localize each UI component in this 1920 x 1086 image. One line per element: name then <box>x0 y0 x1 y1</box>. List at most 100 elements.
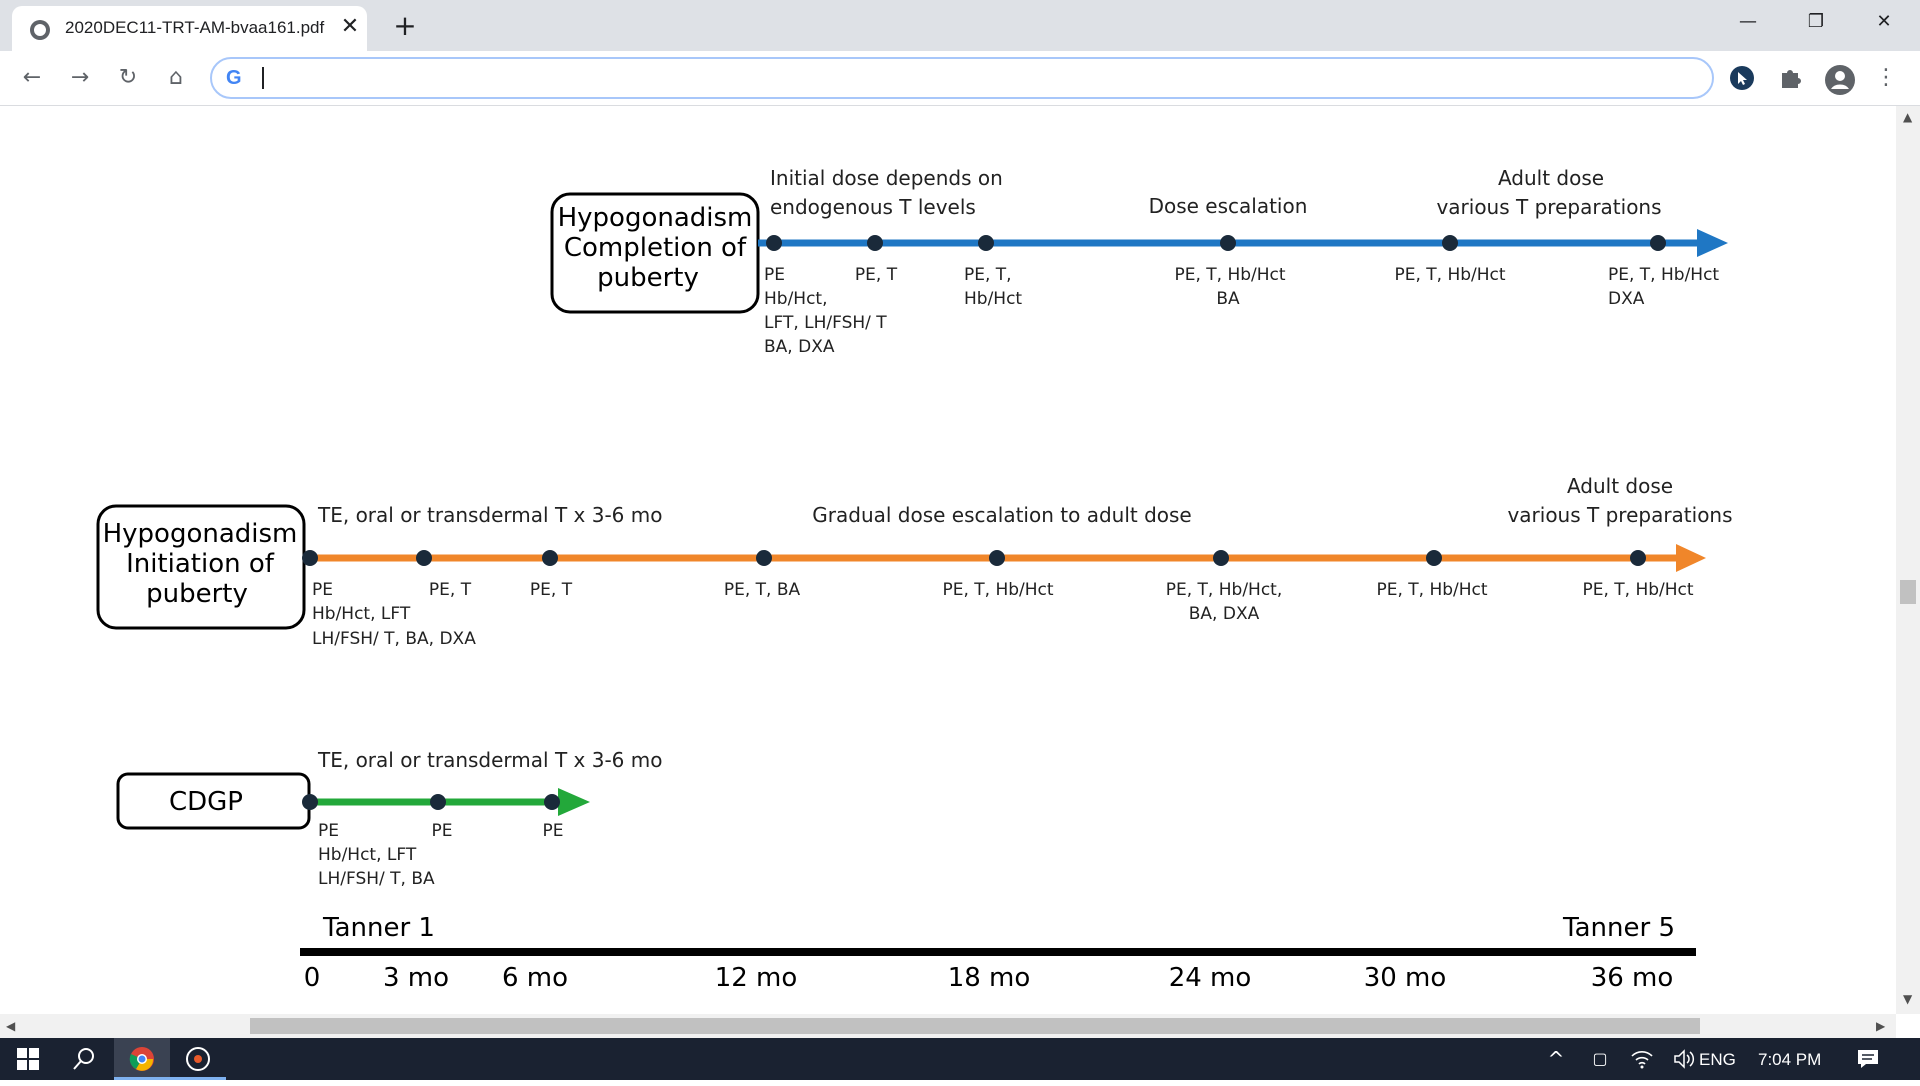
row-label-box <box>96 504 306 630</box>
visit-dot <box>1630 550 1646 566</box>
visit-dot <box>978 235 994 251</box>
row-label-box <box>550 192 760 314</box>
visit-label: LFT, LH/FSH/ T <box>764 313 887 333</box>
google-icon: G <box>226 67 242 89</box>
visit-label: Hb/Hct <box>964 289 1022 309</box>
visit-label: BA, DXA <box>764 337 835 357</box>
visit-dot <box>544 794 560 810</box>
input-language-label[interactable]: ENG <box>1699 1050 1736 1069</box>
phase-label: various T preparations <box>1436 195 1661 219</box>
visit-label: PE, T, Hb/Hct <box>942 580 1053 600</box>
time-tick-label: 36 mo <box>1591 963 1674 993</box>
extension-cursor-icon[interactable] <box>1728 64 1756 92</box>
scroll-right-icon[interactable]: ▶ <box>1876 1019 1886 1033</box>
row-label-line: Hypogonadism <box>558 203 753 233</box>
search-icon[interactable] <box>56 1038 112 1080</box>
row-label-line: puberty <box>597 263 699 293</box>
profile-avatar-icon[interactable] <box>1824 64 1855 95</box>
time-tick-label: 0 <box>304 963 321 993</box>
visit-dot <box>989 550 1005 566</box>
scroll-left-icon[interactable]: ◀ <box>6 1019 16 1033</box>
horizontal-scroll-thumb[interactable] <box>250 1018 1700 1034</box>
vertical-scrollbar[interactable]: ▲ ▼ <box>1896 106 1920 1014</box>
globe-icon <box>30 20 50 40</box>
text-cursor <box>262 67 264 89</box>
new-tab-button[interactable]: + <box>393 9 417 42</box>
visit-label: PE, T, Hb/Hct <box>1608 265 1719 285</box>
browser-tab[interactable]: 2020DEC11-TRT-AM-bvaa161.pdf ✕ <box>12 6 367 51</box>
close-window-button[interactable]: ✕ <box>1876 11 1892 32</box>
address-bar[interactable]: G <box>210 57 1714 99</box>
phase-label: Initial dose depends on <box>770 166 1003 190</box>
timeline-arrowhead <box>558 788 590 816</box>
phase-label: endogenous T levels <box>770 195 976 219</box>
minimize-button[interactable]: — <box>1739 11 1757 32</box>
phase-label: TE, oral or transdermal T x 3-6 mo <box>317 503 662 527</box>
time-tick-label: 30 mo <box>1364 963 1447 993</box>
browser-toolbar: ← → ↻ ⌂ G ⋮ <box>0 51 1920 106</box>
visit-label: Hb/Hct, LFT <box>312 604 411 624</box>
row-label-line: Completion of <box>564 233 747 263</box>
scroll-up-icon[interactable]: ▲ <box>1903 110 1913 124</box>
visit-dot <box>1213 550 1229 566</box>
chevron-up-icon[interactable]: ^ <box>1547 1047 1565 1071</box>
visit-dot <box>430 794 446 810</box>
visit-label: PE, T, Hb/Hct <box>1174 265 1285 285</box>
visit-label: PE, T, BA <box>724 580 801 600</box>
row-label-line: CDGP <box>169 787 243 817</box>
meet-now-icon[interactable]: ▢ <box>1592 1049 1608 1068</box>
visit-label: PE, T, Hb/Hct <box>1394 265 1505 285</box>
time-axis: Tanner 1 Tanner 5 0 3 mo 6 mo 12 mo 18 m… <box>300 913 1696 993</box>
notifications-icon[interactable] <box>1840 1038 1896 1080</box>
visit-label: Hb/Hct, <box>764 289 828 309</box>
horizontal-scrollbar[interactable]: ◀ ▶ <box>0 1014 1896 1038</box>
extensions-puzzle-icon[interactable] <box>1776 64 1804 92</box>
visit-dot <box>416 550 432 566</box>
phase-label: various T preparations <box>1507 503 1732 527</box>
time-tick-label: 24 mo <box>1169 963 1252 993</box>
home-button[interactable]: ⌂ <box>169 65 183 90</box>
time-tick-label: 12 mo <box>715 963 798 993</box>
close-tab-icon[interactable]: ✕ <box>340 14 360 39</box>
visit-dot <box>542 550 558 566</box>
visit-label: PE, T <box>855 265 898 285</box>
windows-start-icon[interactable] <box>0 1038 56 1080</box>
windows-taskbar: ^ ▢ ENG 7:04 PM <box>0 1038 1920 1080</box>
row-label-line: puberty <box>146 579 248 609</box>
chrome-taskbar-icon[interactable] <box>114 1038 170 1080</box>
visit-label: PE, T, <box>964 265 1012 285</box>
visit-label: PE, T, Hb/Hct <box>1582 580 1693 600</box>
visit-dot <box>1442 235 1458 251</box>
forward-button[interactable]: → <box>70 65 90 90</box>
timeline-row-initiation: Hypogonadism Initiation of puberty TE, o… <box>96 474 1733 649</box>
browser-menu-icon[interactable]: ⋮ <box>1875 65 1897 90</box>
media-app-taskbar-icon[interactable] <box>170 1038 226 1080</box>
visit-label: BA <box>1216 289 1240 309</box>
visit-label: LH/FSH/ T, BA, DXA <box>312 629 476 649</box>
visit-label: PE, T, Hb/Hct <box>1376 580 1487 600</box>
time-tick-label: 18 mo <box>948 963 1031 993</box>
visit-label: PE <box>312 580 333 600</box>
reload-button[interactable]: ↻ <box>118 65 138 90</box>
visit-label: PE <box>318 821 339 841</box>
volume-icon[interactable] <box>1664 1038 1704 1080</box>
wifi-icon[interactable] <box>1622 1038 1662 1080</box>
time-tick-label: 6 mo <box>502 963 568 993</box>
vertical-scroll-thumb[interactable] <box>1900 580 1916 604</box>
phase-label: TE, oral or transdermal T x 3-6 mo <box>317 748 662 772</box>
tab-title: 2020DEC11-TRT-AM-bvaa161.pdf <box>65 18 325 37</box>
scroll-down-icon[interactable]: ▼ <box>1903 992 1913 1006</box>
visit-dot <box>867 235 883 251</box>
time-tick-label: 3 mo <box>383 963 449 993</box>
restore-button[interactable]: ❐ <box>1807 11 1825 32</box>
visit-label: PE <box>764 265 785 285</box>
visit-label: LH/FSH/ T, BA <box>318 869 435 889</box>
tanner-start-label: Tanner 1 <box>322 913 435 943</box>
tanner-end-label: Tanner 5 <box>1562 913 1675 943</box>
timeline-arrowhead <box>1676 544 1706 572</box>
visit-dot <box>1220 235 1236 251</box>
back-button[interactable]: ← <box>22 65 42 90</box>
timeline-arrowhead <box>1697 229 1728 257</box>
clock-time[interactable]: 7:04 PM <box>1758 1050 1822 1069</box>
title-bar: 2020DEC11-TRT-AM-bvaa161.pdf ✕ + — ❐ ✕ <box>0 0 1920 51</box>
